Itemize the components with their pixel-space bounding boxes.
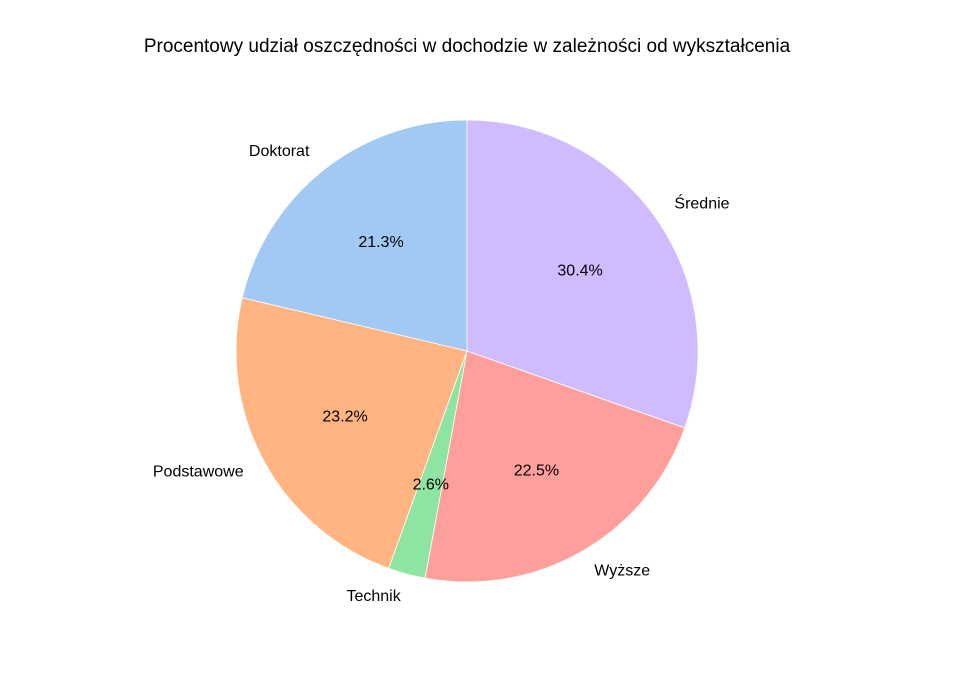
- slice-percent-technik: 2.6%: [413, 476, 449, 493]
- slice-percent-srednie: 30.4%: [557, 262, 602, 279]
- slice-label-podstawowe: Podstawowe: [153, 464, 244, 481]
- slice-label-srednie: Średnie: [674, 194, 729, 213]
- pie-slice-wyzsze: [424, 350, 686, 583]
- slice-percent-podstawowe: 23.2%: [322, 409, 367, 426]
- slice-percent-doktorat: 21.3%: [358, 234, 403, 251]
- slice-label-doktorat: Doktorat: [249, 143, 310, 160]
- slice-label-wyzsze: Wyższe: [594, 562, 650, 579]
- chart-title: Procentowy udział oszczędności w dochodz…: [144, 36, 791, 57]
- pie-slices: [235, 119, 699, 583]
- slice-percent-wyzsze: 22.5%: [514, 463, 559, 480]
- pie-slice-srednie: [466, 119, 699, 429]
- slice-label-technik: Technik: [346, 588, 401, 605]
- pie-slice-doktorat: [241, 119, 468, 352]
- pie-labels: Doktorat 21.3% Podstawowe 23.2% Technik 2.6% W…: [153, 143, 730, 605]
- pie-slice-podstawowe: [235, 297, 468, 569]
